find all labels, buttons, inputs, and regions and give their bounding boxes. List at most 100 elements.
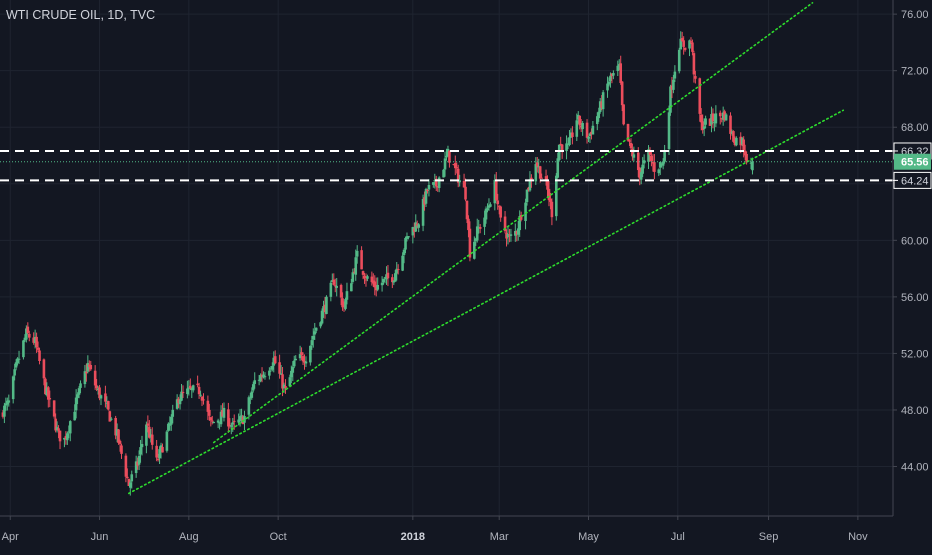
candle-up — [556, 152, 560, 179]
candle-down — [360, 246, 363, 270]
candle-down — [36, 341, 40, 352]
candle-up — [601, 90, 605, 117]
candle-down — [189, 378, 192, 391]
candle-body — [632, 154, 636, 158]
candle-up — [322, 300, 325, 318]
candle-up — [677, 47, 681, 74]
candle-up — [443, 151, 447, 177]
candle-down — [332, 273, 336, 286]
candle-down — [508, 228, 511, 243]
candle-body — [313, 331, 317, 335]
candle-body — [120, 445, 123, 454]
candle-up — [249, 392, 252, 405]
candle-body — [23, 337, 27, 341]
candle-up — [534, 157, 538, 185]
candle-body — [26, 326, 30, 333]
candle-up — [222, 402, 226, 422]
candle-body — [36, 347, 40, 350]
candle-body — [189, 385, 192, 389]
last-price-tag-label: 65.56 — [901, 157, 929, 169]
candle-up — [257, 374, 261, 386]
candle-up — [178, 394, 182, 410]
candle-body — [745, 153, 748, 163]
candle-body — [493, 179, 497, 204]
candle-body — [146, 423, 150, 426]
candle-body — [515, 231, 519, 235]
candle-up — [325, 295, 328, 315]
candle-body — [617, 64, 621, 68]
candle-down — [363, 272, 366, 284]
candle-body — [559, 143, 562, 145]
candle-body — [631, 148, 634, 157]
candle-up — [576, 111, 580, 124]
candle-up — [669, 84, 672, 116]
candle-down — [651, 154, 655, 172]
candle-body — [691, 42, 694, 52]
candle-down — [535, 157, 539, 173]
candle-down — [227, 402, 230, 433]
candle-up — [268, 367, 271, 380]
candle-up — [25, 325, 28, 343]
candle-body — [7, 400, 11, 403]
candle-down — [352, 268, 356, 274]
candle-body — [436, 186, 440, 188]
candle-body — [230, 425, 233, 427]
candle-body — [739, 136, 743, 146]
candle-body — [45, 387, 49, 396]
candle-body — [145, 424, 148, 446]
candle-body — [626, 123, 630, 141]
candle-up — [190, 387, 194, 399]
y-tick-label: 52.00 — [901, 348, 929, 360]
candle-down — [699, 108, 703, 131]
candle-down — [465, 200, 469, 224]
candle-body — [301, 356, 305, 362]
candle-up — [597, 107, 601, 122]
candle-body — [332, 279, 336, 285]
candle-body — [382, 278, 385, 283]
x-tick-label: Apr — [2, 531, 19, 543]
candle-up — [319, 321, 322, 329]
y-tick-label: 68.00 — [901, 122, 929, 134]
candle-body — [554, 175, 558, 217]
candle-up — [432, 182, 435, 188]
candle-body — [355, 250, 359, 257]
candle-body — [494, 179, 498, 200]
candle-up — [642, 154, 646, 169]
candle-up — [22, 339, 25, 360]
candle-down — [155, 440, 158, 462]
candle-up — [187, 380, 191, 396]
candle-down — [590, 128, 593, 140]
candle-down — [650, 150, 653, 167]
candle-down — [729, 112, 732, 140]
candle-body — [98, 387, 101, 399]
candle-body — [642, 160, 646, 164]
candle-body — [692, 53, 696, 75]
candle-body — [414, 222, 418, 232]
candle-body — [77, 388, 81, 395]
candle-up — [486, 203, 489, 213]
candle-up — [139, 439, 142, 463]
candle-body — [475, 226, 479, 241]
candle-up — [402, 248, 406, 264]
candle-body — [600, 101, 603, 108]
candle-up — [518, 210, 521, 237]
candle-up — [270, 362, 274, 372]
candle-up — [11, 375, 15, 404]
candle-body — [556, 158, 560, 178]
candle-up — [657, 168, 661, 177]
candle-body — [345, 291, 349, 300]
y-tick-label: 60.00 — [901, 235, 929, 247]
candle-body — [281, 374, 284, 389]
candle-up — [421, 194, 425, 232]
candle-up — [598, 97, 602, 114]
y-tick-label: 76.00 — [901, 9, 929, 21]
candle-down — [127, 478, 131, 487]
candle-body — [150, 434, 154, 445]
candle-up — [445, 148, 448, 161]
candle-body — [85, 371, 88, 374]
candle-down — [571, 126, 574, 145]
candle-body — [16, 358, 19, 364]
candle-up — [218, 422, 221, 430]
candle-body — [202, 399, 205, 401]
